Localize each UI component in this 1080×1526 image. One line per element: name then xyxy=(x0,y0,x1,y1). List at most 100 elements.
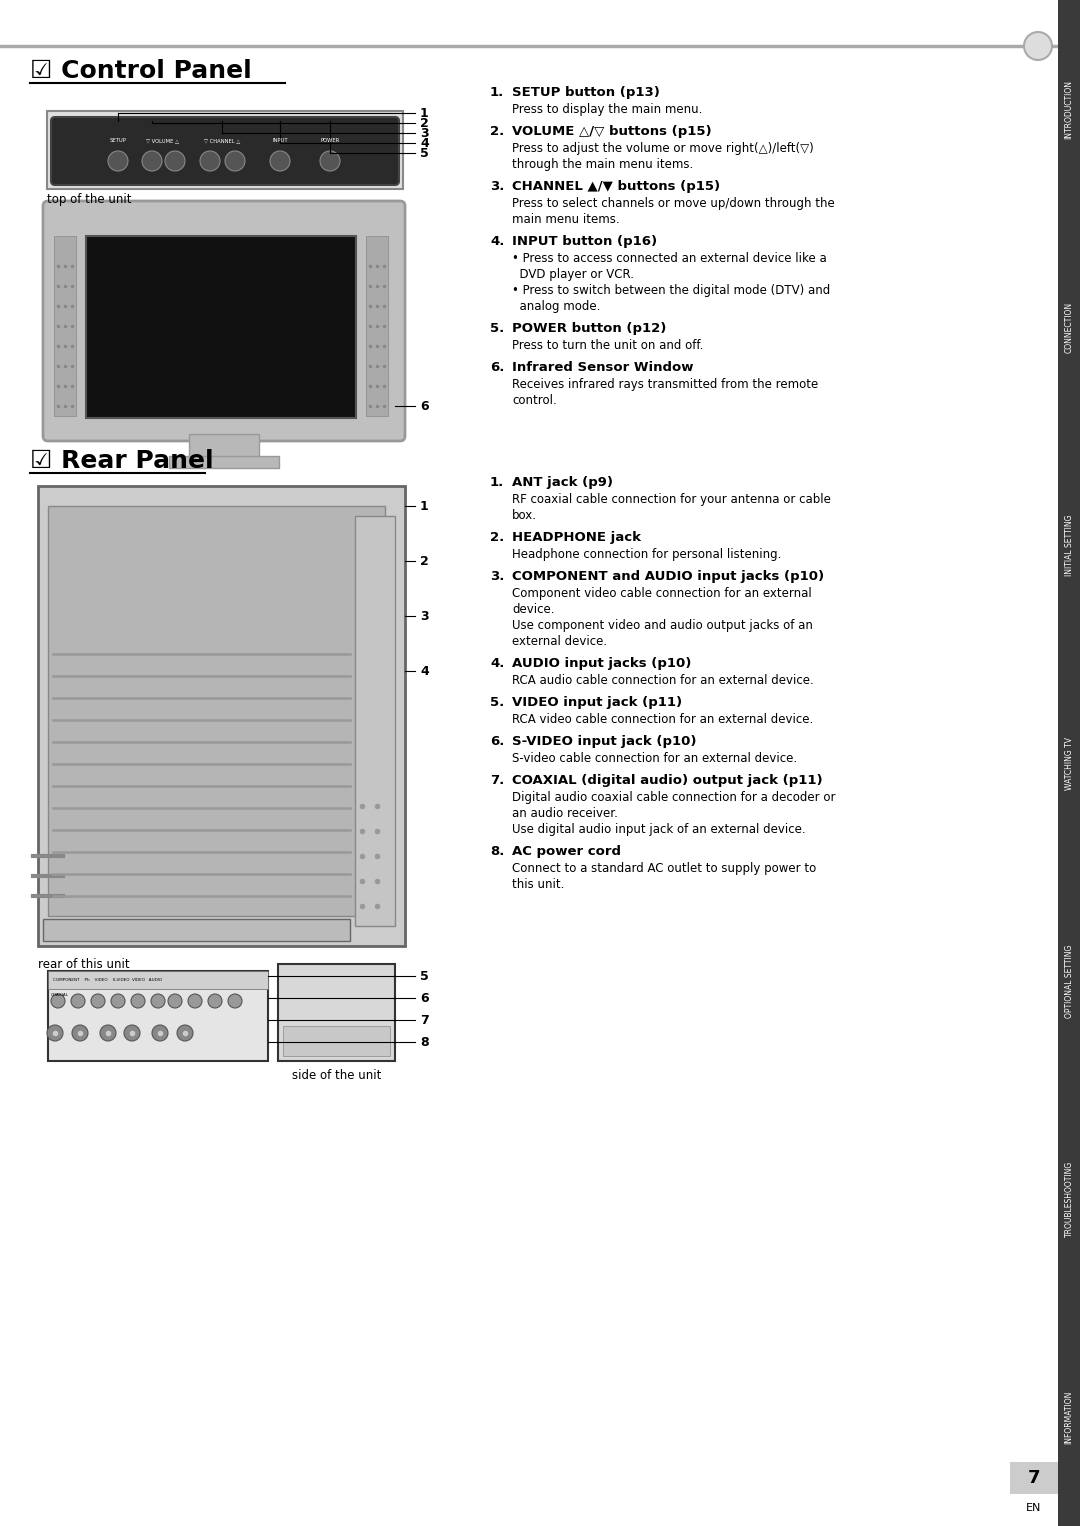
Text: 6: 6 xyxy=(420,992,429,1004)
Text: 1: 1 xyxy=(420,499,429,513)
Bar xyxy=(1010,1462,1058,1494)
Circle shape xyxy=(1024,32,1052,60)
Circle shape xyxy=(131,993,145,1009)
Text: CONNECTION: CONNECTION xyxy=(1065,302,1074,353)
Text: 5.: 5. xyxy=(490,322,504,336)
Text: INTRODUCTION: INTRODUCTION xyxy=(1065,79,1074,139)
Text: 5: 5 xyxy=(420,146,429,160)
Text: OPTIONAL SETTING: OPTIONAL SETTING xyxy=(1065,945,1074,1018)
Text: WATCHING TV: WATCHING TV xyxy=(1065,737,1074,789)
Text: S-video cable connection for an external device.: S-video cable connection for an external… xyxy=(512,752,797,765)
Text: CHANNEL ▲/▼ buttons (p15): CHANNEL ▲/▼ buttons (p15) xyxy=(512,180,720,192)
Circle shape xyxy=(108,151,129,171)
Text: ▽ VOLUME △: ▽ VOLUME △ xyxy=(147,137,179,143)
Text: 2: 2 xyxy=(420,554,429,568)
Text: box.: box. xyxy=(512,510,537,522)
Circle shape xyxy=(208,993,222,1009)
Text: 7: 7 xyxy=(420,1013,429,1027)
Circle shape xyxy=(152,1025,168,1041)
Text: COAXIAL (digital audio) output jack (p11): COAXIAL (digital audio) output jack (p11… xyxy=(512,774,823,787)
Bar xyxy=(48,971,268,989)
Text: 3: 3 xyxy=(420,127,429,139)
Text: RF coaxial cable connection for your antenna or cable: RF coaxial cable connection for your ant… xyxy=(512,493,831,507)
Text: 6: 6 xyxy=(420,400,429,412)
Text: rear of this unit: rear of this unit xyxy=(38,958,130,971)
Text: 2: 2 xyxy=(420,116,429,130)
Text: VIDEO input jack (p11): VIDEO input jack (p11) xyxy=(512,696,683,710)
Text: 5.: 5. xyxy=(490,696,504,710)
Circle shape xyxy=(228,993,242,1009)
Circle shape xyxy=(168,993,183,1009)
Text: 6.: 6. xyxy=(490,736,504,748)
Text: 3.: 3. xyxy=(490,571,504,583)
Text: EN: EN xyxy=(1026,1503,1042,1512)
Text: INPUT button (p16): INPUT button (p16) xyxy=(512,235,657,249)
Circle shape xyxy=(320,151,340,171)
Text: INFORMATION: INFORMATION xyxy=(1065,1390,1074,1444)
Text: through the main menu items.: through the main menu items. xyxy=(512,159,693,171)
Bar xyxy=(48,971,268,1061)
FancyBboxPatch shape xyxy=(43,201,405,441)
Text: COMPONENT    Ph    VIDEO    S-VIDEO  VIDEO   AUDIO: COMPONENT Ph VIDEO S-VIDEO VIDEO AUDIO xyxy=(53,978,162,983)
Text: S-VIDEO input jack (p10): S-VIDEO input jack (p10) xyxy=(512,736,697,748)
Text: SETUP button (p13): SETUP button (p13) xyxy=(512,85,660,99)
Circle shape xyxy=(48,1025,63,1041)
Text: 2.: 2. xyxy=(490,531,504,543)
Circle shape xyxy=(71,993,85,1009)
Bar xyxy=(278,964,395,1061)
Text: Press to adjust the volume or move right(△)/left(▽): Press to adjust the volume or move right… xyxy=(512,142,813,156)
Text: 6.: 6. xyxy=(490,362,504,374)
Bar xyxy=(48,507,384,916)
Circle shape xyxy=(270,151,291,171)
Circle shape xyxy=(111,993,125,1009)
Circle shape xyxy=(124,1025,140,1041)
Text: Press to turn the unit on and off.: Press to turn the unit on and off. xyxy=(512,339,703,353)
Bar xyxy=(168,456,279,468)
Text: 1.: 1. xyxy=(490,476,504,488)
Bar xyxy=(48,111,403,189)
FancyBboxPatch shape xyxy=(51,118,399,185)
Bar xyxy=(86,237,356,418)
Text: ▽ CHANNEL △: ▽ CHANNEL △ xyxy=(204,137,240,143)
Text: 1: 1 xyxy=(420,107,429,119)
Text: main menu items.: main menu items. xyxy=(512,214,620,226)
Bar xyxy=(38,485,405,946)
Text: INPUT: INPUT xyxy=(272,137,287,143)
Bar xyxy=(283,1025,390,1056)
Text: POWER button (p12): POWER button (p12) xyxy=(512,322,666,336)
Text: side of the unit: side of the unit xyxy=(292,1070,381,1082)
Bar xyxy=(355,516,395,926)
Text: 3: 3 xyxy=(420,609,429,623)
Text: Press to select channels or move up/down through the: Press to select channels or move up/down… xyxy=(512,197,835,211)
Text: an audio receiver.: an audio receiver. xyxy=(512,807,618,819)
Text: INITIAL SETTING: INITIAL SETTING xyxy=(1065,514,1074,575)
Bar xyxy=(43,919,350,942)
Text: analog mode.: analog mode. xyxy=(512,301,600,313)
Text: 1.: 1. xyxy=(490,85,504,99)
Text: Receives infrared rays transmitted from the remote: Receives infrared rays transmitted from … xyxy=(512,378,819,391)
Text: 4: 4 xyxy=(420,136,429,150)
Text: Connect to a standard AC outlet to supply power to: Connect to a standard AC outlet to suppl… xyxy=(512,862,816,874)
Text: 7.: 7. xyxy=(490,774,504,787)
Text: ANT jack (p9): ANT jack (p9) xyxy=(512,476,613,488)
Text: COMPONENT and AUDIO input jacks (p10): COMPONENT and AUDIO input jacks (p10) xyxy=(512,571,824,583)
Text: RCA audio cable connection for an external device.: RCA audio cable connection for an extern… xyxy=(512,674,813,687)
Text: Infrared Sensor Window: Infrared Sensor Window xyxy=(512,362,693,374)
Text: COAXIAL: COAXIAL xyxy=(51,993,69,996)
Text: • Press to access connected an external device like a: • Press to access connected an external … xyxy=(512,252,827,266)
Circle shape xyxy=(151,993,165,1009)
Text: POWER: POWER xyxy=(321,137,339,143)
Circle shape xyxy=(100,1025,116,1041)
Circle shape xyxy=(188,993,202,1009)
Text: Headphone connection for personal listening.: Headphone connection for personal listen… xyxy=(512,548,781,562)
Circle shape xyxy=(72,1025,87,1041)
Circle shape xyxy=(177,1025,193,1041)
Text: ☑ Rear Panel: ☑ Rear Panel xyxy=(30,449,214,473)
Text: ☑ Control Panel: ☑ Control Panel xyxy=(30,60,252,82)
Text: 4.: 4. xyxy=(490,658,504,670)
Text: 8: 8 xyxy=(420,1036,429,1048)
Text: Digital audio coaxial cable connection for a decoder or: Digital audio coaxial cable connection f… xyxy=(512,790,836,804)
Text: 2.: 2. xyxy=(490,125,504,137)
Text: 3.: 3. xyxy=(490,180,504,192)
Text: 4.: 4. xyxy=(490,235,504,249)
